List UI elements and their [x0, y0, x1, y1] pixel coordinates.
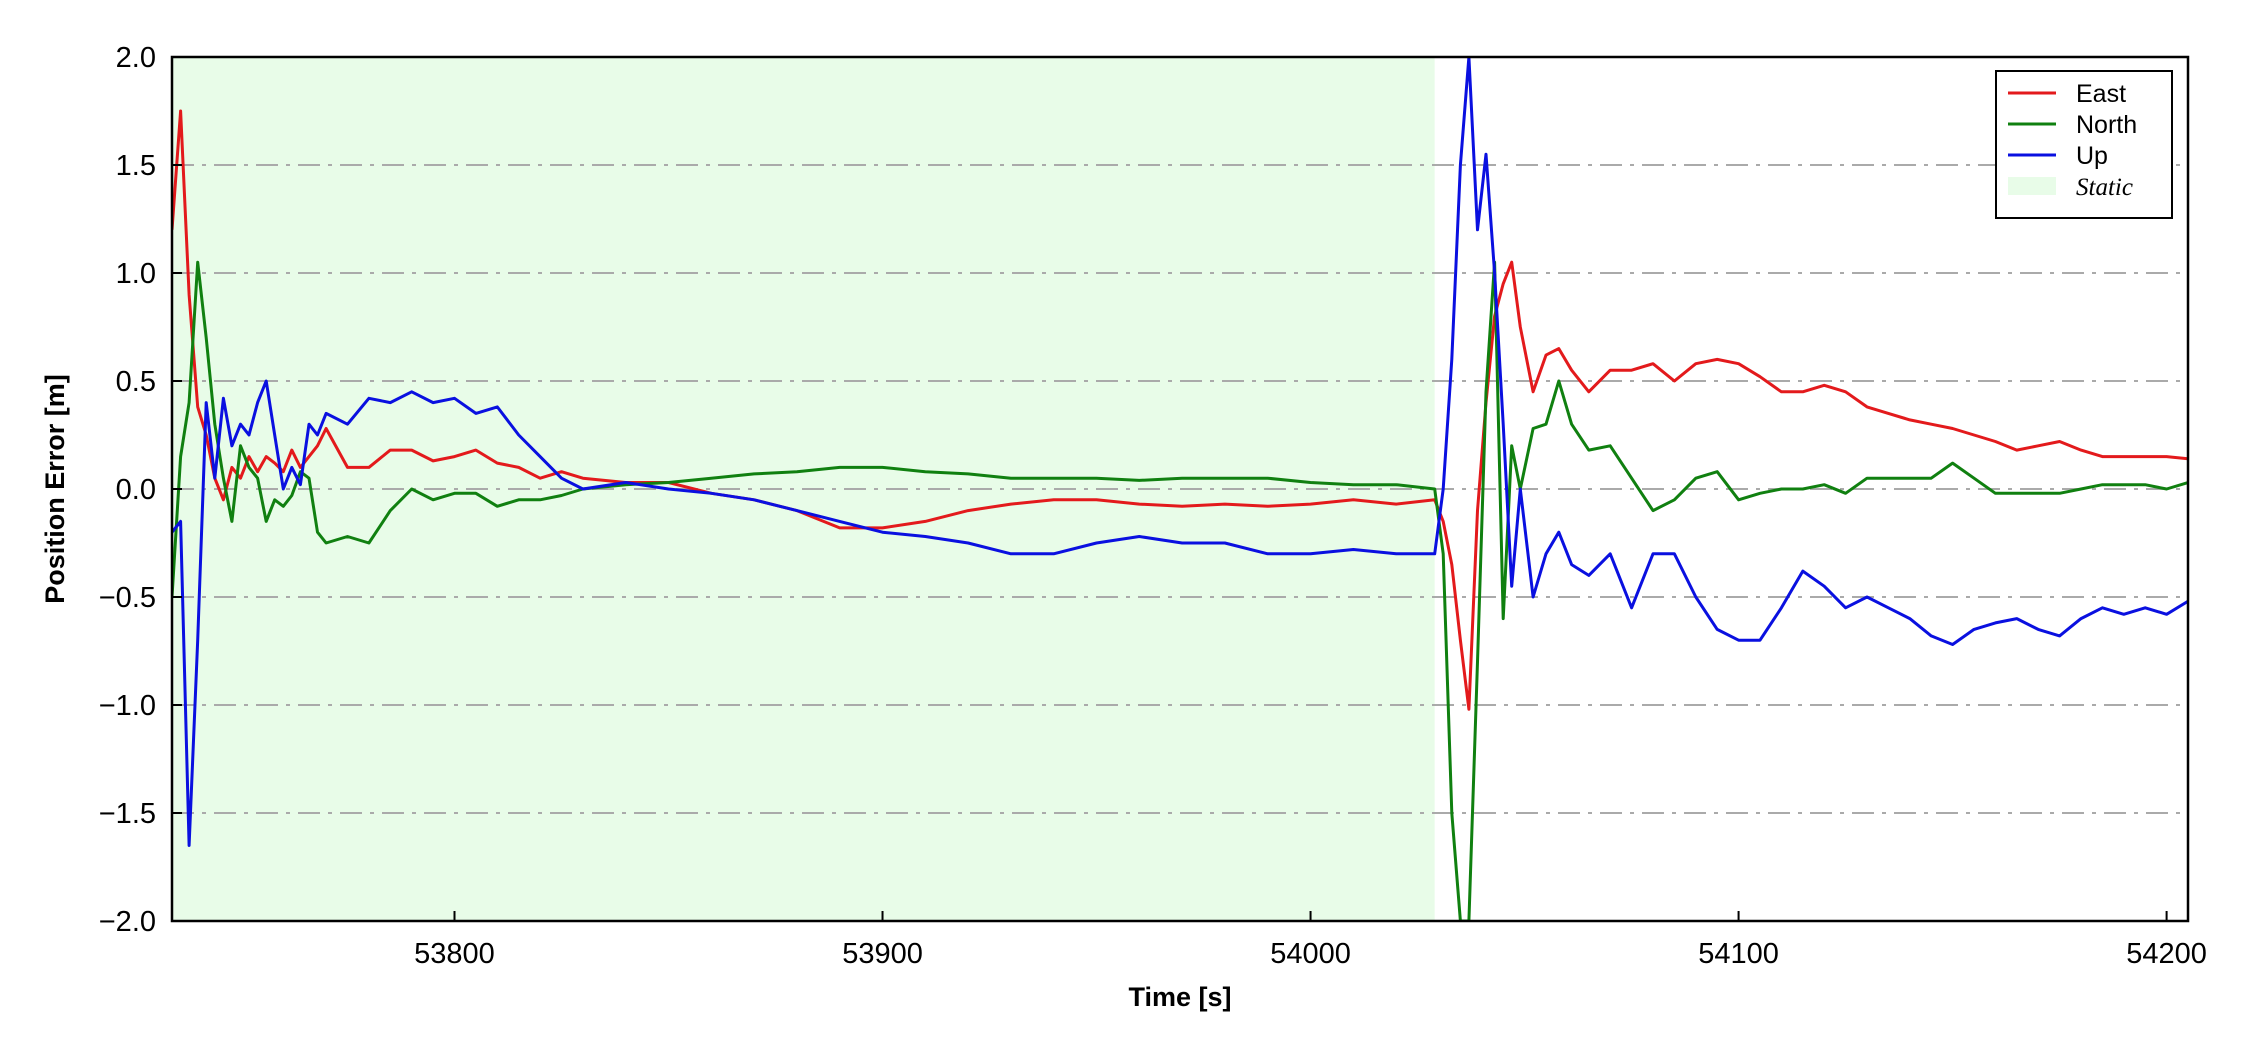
series-line-north: [172, 260, 2188, 921]
y-tick-label: 1.5: [116, 150, 156, 182]
grid-layer: [172, 164, 2188, 814]
legend-swatch-static: [2008, 177, 2056, 195]
series-layer: [172, 57, 2188, 921]
series-line-up: [172, 57, 2188, 847]
legend-label-north: North: [2076, 111, 2137, 139]
x-tick-label: 53900: [842, 938, 923, 970]
legend-label-static: Static: [2076, 174, 2133, 201]
legend-label-up: Up: [2076, 142, 2108, 170]
y-tick-label: 2.0: [116, 42, 156, 74]
y-tick-label: −1.0: [99, 690, 156, 722]
x-tick-label: 53800: [414, 938, 495, 970]
x-tick-label: 54100: [1698, 938, 1779, 970]
ticks-layer: 53800 53900 54000 54100 54200 −2.0 −1.5 −1.0 −0.…: [99, 42, 2207, 970]
y-tick-label: 0.0: [116, 474, 156, 506]
y-tick-label: 0.5: [116, 366, 156, 398]
legend-label-east: East: [2076, 80, 2126, 108]
y-tick-label: 1.0: [116, 258, 156, 290]
y-tick-label: −0.5: [99, 582, 156, 614]
x-tick-label: 54200: [2126, 938, 2207, 970]
x-tick-label: 54000: [1270, 938, 1351, 970]
y-tick-label: −2.0: [99, 906, 156, 938]
y-axis-title: Position Error [m]: [40, 374, 70, 604]
y-tick-label: −1.5: [99, 798, 156, 830]
legend: East North Up Static: [1995, 70, 2173, 219]
x-axis-title: Time [s]: [1128, 982, 1231, 1012]
